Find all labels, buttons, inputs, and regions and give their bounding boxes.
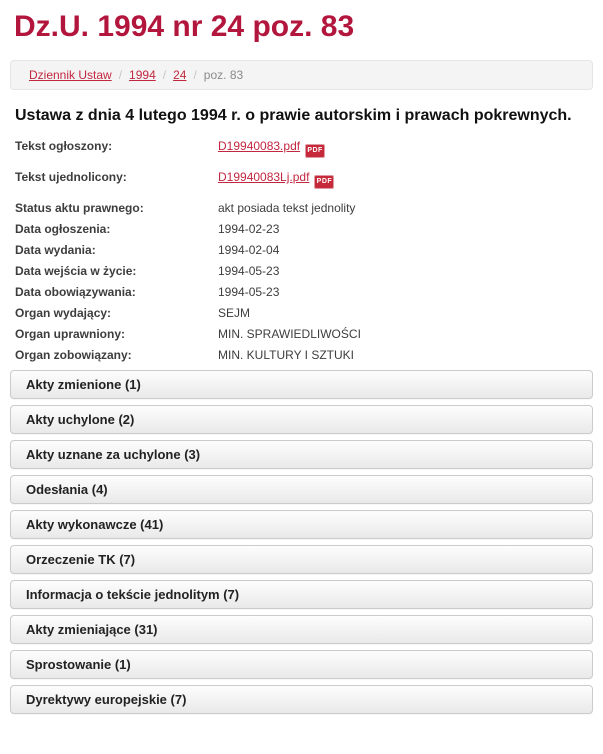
detail-value: 1994-05-23 [218, 264, 280, 278]
detail-label: Status aktu prawnego: [15, 201, 144, 215]
detail-value: D19940083.pdf PDF [218, 139, 326, 158]
detail-row-data-wejscia: Data wejścia w życie: 1994-05-23 [15, 265, 593, 278]
act-details: Tekst ogłoszony: D19940083.pdf PDF Tekst … [15, 140, 593, 362]
accordion-orzeczenie-tk[interactable]: Orzeczenie TK (7) [10, 545, 593, 574]
accordion-akty-uchylone[interactable]: Akty uchylone (2) [10, 405, 593, 434]
accordion-akty-wykonawcze[interactable]: Akty wykonawcze (41) [10, 510, 593, 539]
pdf-icon[interactable]: PDF [305, 144, 326, 158]
detail-row-tekst-ogloszony: Tekst ogłoszony: D19940083.pdf PDF [15, 140, 593, 158]
detail-value: 1994-02-23 [218, 222, 280, 236]
accordion-list: Akty zmienione (1) Akty uchylone (2) Akt… [10, 370, 593, 714]
act-title: Ustawa z dnia 4 lutego 1994 r. o prawie … [15, 107, 572, 124]
detail-row-organ-zobowiazany: Organ zobowiązany: MIN. KULTURY I SZTUKI [15, 349, 593, 362]
detail-label: Data obowiązywania: [15, 285, 136, 299]
detail-value: D19940083Lj.pdf PDF [218, 170, 335, 189]
detail-row-organ-wydajacy: Organ wydający: SEJM [15, 307, 593, 320]
breadcrumb-separator: / [193, 68, 197, 82]
detail-row-tekst-ujednolicony: Tekst ujednolicony: D19940083Lj.pdf PDF [15, 171, 593, 189]
accordion-dyrektywy-europejskie[interactable]: Dyrektywy europejskie (7) [10, 685, 593, 714]
pdf-icon[interactable]: PDF [314, 175, 335, 189]
detail-label: Organ zobowiązany: [15, 348, 132, 362]
breadcrumb-link-year[interactable]: 1994 [129, 68, 156, 82]
detail-label: Tekst ogłoszony: [15, 139, 113, 153]
breadcrumb: Dziennik Ustaw / 1994 / 24 / poz. 83 [10, 60, 593, 90]
detail-label: Data wejścia w życie: [15, 264, 137, 278]
breadcrumb-link-dziennik-ustaw[interactable]: Dziennik Ustaw [29, 68, 112, 82]
detail-value: 1994-02-04 [218, 243, 280, 257]
page-container: Dz.U. 1994 nr 24 poz. 83 Dziennik Ustaw /… [0, 10, 603, 714]
pdf-link-ogloszony[interactable]: D19940083.pdf [218, 139, 301, 153]
accordion-sprostowanie[interactable]: Sprostowanie (1) [10, 650, 593, 679]
detail-row-status: Status aktu prawnego: akt posiada tekst … [15, 202, 593, 215]
detail-row-data-obowiazywania: Data obowiązywania: 1994-05-23 [15, 286, 593, 299]
detail-row-organ-uprawniony: Organ uprawniony: MIN. SPRAWIEDLIWOŚCI [15, 328, 593, 341]
breadcrumb-current: poz. 83 [203, 68, 244, 82]
detail-row-data-wydania: Data wydania: 1994-02-04 [15, 244, 593, 257]
detail-value: SEJM [218, 306, 251, 320]
detail-label: Data ogłoszenia: [15, 222, 111, 236]
breadcrumb-link-number[interactable]: 24 [173, 68, 187, 82]
detail-label: Organ uprawniony: [15, 327, 126, 341]
accordion-akty-zmieniajace[interactable]: Akty zmieniające (31) [10, 615, 593, 644]
breadcrumb-separator: / [118, 68, 123, 82]
detail-value: MIN. KULTURY I SZTUKI [218, 348, 355, 362]
accordion-informacja-o-tekscie-jednolitym[interactable]: Informacja o tekście jednolitym (7) [10, 580, 593, 609]
detail-value: MIN. SPRAWIEDLIWOŚCI [218, 327, 361, 341]
breadcrumb-separator: / [162, 68, 167, 82]
accordion-akty-uznane-za-uchylone[interactable]: Akty uznane za uchylone (3) [10, 440, 593, 469]
accordion-odeslania[interactable]: Odesłania (4) [10, 475, 593, 504]
detail-value: akt posiada tekst jednolity [218, 201, 356, 215]
detail-label: Tekst ujednolicony: [15, 170, 127, 184]
accordion-akty-zmienione[interactable]: Akty zmienione (1) [10, 370, 593, 399]
detail-label: Data wydania: [15, 243, 96, 257]
detail-row-data-ogloszenia: Data ogłoszenia: 1994-02-23 [15, 223, 593, 236]
page-title: Dz.U. 1994 nr 24 poz. 83 [14, 10, 355, 43]
detail-label: Organ wydający: [15, 306, 112, 320]
detail-value: 1994-05-23 [218, 285, 280, 299]
pdf-link-ujednolicony[interactable]: D19940083Lj.pdf [218, 170, 310, 184]
